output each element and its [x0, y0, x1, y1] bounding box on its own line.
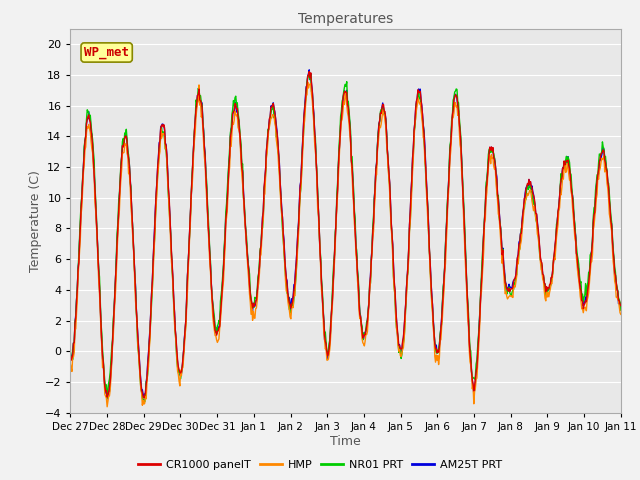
AM25T PRT [67, 351, 74, 357]
NR01 PRT [414, 93, 422, 99]
Line: NR01 PRT: NR01 PRT [70, 74, 621, 402]
NR01 PRT [190, 143, 198, 149]
CR1000 panelT [430, 329, 438, 335]
AM25T PRT [103, 396, 111, 402]
HMP [67, 361, 74, 367]
AM25T PRT [77, 222, 84, 228]
CR1000 panelT [617, 303, 625, 309]
AM25T PRT [219, 276, 227, 282]
AM25T PRT [414, 88, 422, 94]
HMP [617, 312, 625, 317]
Line: CR1000 panelT: CR1000 panelT [70, 72, 621, 398]
AM25T PRT [190, 143, 198, 148]
CR1000 panelT [140, 395, 148, 401]
Text: WP_met: WP_met [84, 46, 129, 59]
Y-axis label: Temperature (C): Temperature (C) [29, 170, 42, 272]
NR01 PRT [430, 328, 438, 334]
Line: HMP: HMP [70, 82, 621, 407]
CR1000 panelT [219, 276, 227, 282]
NR01 PRT [219, 272, 227, 277]
NR01 PRT [141, 399, 148, 405]
Line: AM25T PRT: AM25T PRT [70, 70, 621, 399]
HMP [219, 286, 227, 291]
HMP [134, 342, 141, 348]
Legend: CR1000 panelT, HMP, NR01 PRT, AM25T PRT: CR1000 panelT, HMP, NR01 PRT, AM25T PRT [134, 456, 506, 474]
CR1000 panelT [414, 87, 422, 93]
CR1000 panelT [67, 352, 74, 358]
HMP [414, 95, 422, 101]
AM25T PRT [134, 331, 141, 336]
NR01 PRT [617, 307, 625, 313]
CR1000 panelT [305, 69, 313, 74]
HMP [430, 334, 438, 339]
AM25T PRT [617, 306, 625, 312]
CR1000 panelT [133, 318, 141, 324]
NR01 PRT [133, 323, 141, 328]
HMP [304, 79, 312, 85]
HMP [103, 404, 111, 409]
CR1000 panelT [77, 224, 84, 229]
AM25T PRT [430, 329, 438, 335]
NR01 PRT [307, 72, 315, 77]
HMP [190, 149, 198, 155]
Title: Temperatures: Temperatures [298, 12, 393, 26]
CR1000 panelT [190, 144, 198, 149]
X-axis label: Time: Time [330, 434, 361, 448]
NR01 PRT [77, 215, 84, 221]
HMP [77, 235, 84, 241]
NR01 PRT [67, 347, 74, 353]
AM25T PRT [305, 67, 313, 72]
